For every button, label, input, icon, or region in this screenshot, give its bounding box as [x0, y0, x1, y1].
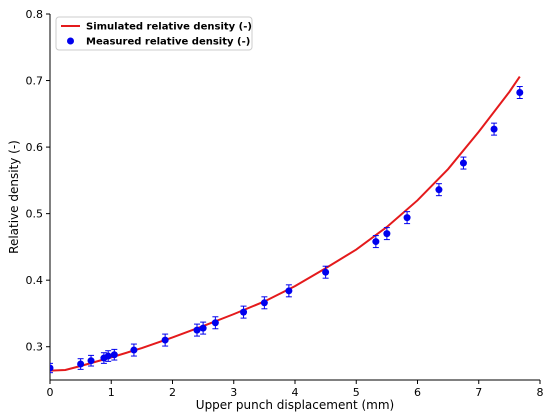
measured-marker: [130, 346, 138, 354]
y-tick-label: 0.3: [26, 341, 44, 354]
simulated-density-line: [50, 75, 521, 372]
measured-marker: [260, 299, 268, 307]
legend-box: [55, 16, 253, 51]
y-axis-label: Relative density (-): [7, 140, 21, 254]
measured-point: [87, 354, 95, 367]
measured-point: [459, 156, 467, 170]
measured-point: [100, 352, 108, 364]
y-tick-label: 0.8: [26, 8, 44, 21]
measured-point: [77, 358, 85, 370]
x-tick-label: 8: [537, 386, 544, 399]
measured-marker: [161, 336, 169, 344]
plot-area: [50, 75, 524, 374]
measured-marker: [490, 125, 498, 133]
measured-marker: [104, 352, 112, 360]
measured-point: [193, 323, 201, 337]
measured-marker: [459, 159, 467, 167]
measured-point: [260, 296, 268, 310]
measured-point: [383, 227, 391, 241]
y-tick-label: 0.6: [26, 141, 44, 154]
x-tick-label: 0: [47, 386, 54, 399]
measured-point: [322, 265, 330, 279]
measured-marker: [240, 308, 248, 316]
measured-point: [516, 86, 524, 100]
measured-marker: [435, 186, 443, 194]
measured-point: [435, 183, 443, 197]
measured-point: [50, 362, 54, 374]
measured-point: [199, 321, 207, 335]
measured-point: [110, 348, 118, 361]
measured-marker: [403, 214, 411, 222]
measured-point: [161, 333, 169, 347]
measured-marker: [372, 238, 380, 246]
tick-labels: 0 1 2 3 4 5 6 7 8 0.3 0.4 0.5 0.6 0.7 0.8: [26, 8, 544, 399]
y-tick-label: 0.4: [26, 274, 44, 287]
x-tick-label: 4: [292, 386, 299, 399]
measured-marker: [199, 324, 207, 332]
measured-point: [211, 316, 219, 330]
axes: [49, 14, 540, 381]
measured-marker: [193, 326, 201, 334]
measured-marker: [322, 268, 330, 276]
x-tick-label: 5: [353, 386, 360, 399]
measured-marker: [50, 364, 54, 372]
x-tick-label: 7: [475, 386, 482, 399]
x-tick-label: 6: [414, 386, 421, 399]
measured-point: [403, 211, 411, 225]
legend-label-measured: Measured relative density (-): [86, 37, 250, 48]
measured-point: [240, 305, 248, 319]
x-tick-label: 2: [169, 386, 176, 399]
measured-point: [285, 284, 293, 298]
legend-label-simulated: Simulated relative density (-): [86, 22, 252, 33]
legend-marker-swatch: [67, 37, 74, 45]
measured-marker: [77, 360, 85, 368]
x-tick-label: 3: [230, 386, 237, 399]
measured-marker: [516, 89, 524, 97]
measured-point: [104, 350, 112, 362]
x-axis-label: Upper punch displacement (mm): [196, 398, 394, 412]
measured-marker: [211, 319, 219, 327]
measured-marker: [285, 287, 293, 295]
y-tick-label: 0.5: [26, 208, 44, 221]
measured-marker: [110, 351, 118, 359]
measured-point: [372, 235, 380, 249]
measured-marker: [383, 230, 391, 238]
x-tick-label: 1: [108, 386, 115, 399]
y-tick-label: 0.7: [26, 75, 44, 88]
measured-point: [490, 122, 498, 136]
measured-point: [130, 343, 138, 357]
measured-marker: [87, 357, 95, 365]
legend: Simulated relative density (-) Measured r…: [55, 16, 253, 51]
